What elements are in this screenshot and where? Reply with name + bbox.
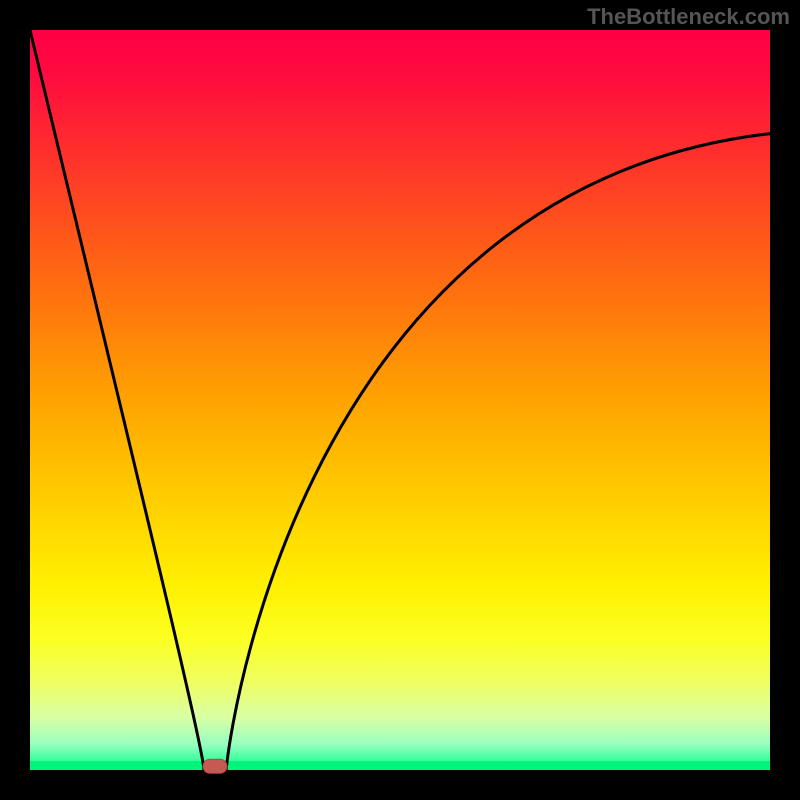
- bottom-green-band: [30, 761, 770, 770]
- watermark-text: TheBottleneck.com: [587, 4, 790, 30]
- optimal-point-marker: [203, 759, 227, 773]
- bottleneck-chart-svg: [0, 0, 800, 800]
- chart-container: TheBottleneck.com: [0, 0, 800, 800]
- plot-background: [30, 30, 770, 770]
